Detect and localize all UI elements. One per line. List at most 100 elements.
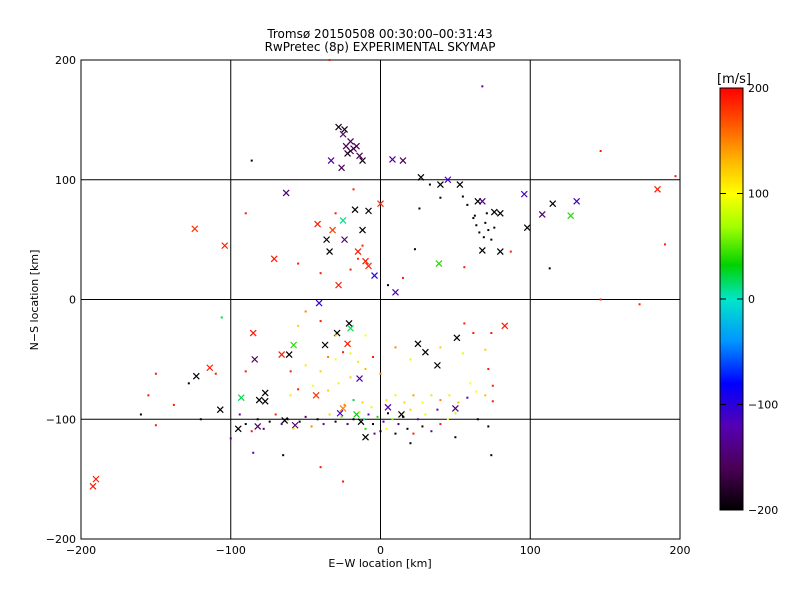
data-point-dot — [397, 423, 400, 426]
data-point-dot — [376, 415, 379, 418]
data-point-dot — [446, 418, 449, 421]
data-point-cross — [339, 405, 347, 412]
data-point-dot — [154, 424, 157, 427]
data-point-cross — [327, 157, 335, 165]
data-point-dot — [172, 403, 175, 406]
data-point-dot — [428, 183, 431, 186]
data-point-cross — [221, 242, 229, 250]
data-point-dot — [337, 382, 340, 385]
data-point-dot — [280, 423, 283, 426]
data-point-cross — [335, 123, 342, 131]
data-point-cross — [353, 142, 360, 150]
colorbar-tick-label: −200 — [748, 504, 778, 517]
data-point-dot — [424, 413, 427, 416]
data-point-dot — [491, 400, 494, 403]
data-point-dot — [379, 372, 382, 375]
data-point-dot — [229, 437, 232, 440]
data-point-dot — [421, 425, 424, 428]
data-point-dot — [244, 212, 247, 215]
data-point-dot — [448, 394, 451, 397]
data-point-cross — [549, 200, 557, 208]
x-axis-ticks: −200 −100 0 100 200 — [66, 544, 691, 557]
data-point-dot — [220, 316, 223, 319]
data-point-cross — [216, 406, 224, 414]
data-point-dot — [412, 394, 415, 397]
data-point-dot — [475, 390, 478, 393]
data-point-dot — [364, 334, 367, 337]
data-point-cross — [496, 209, 504, 217]
data-point-cross — [278, 351, 286, 359]
data-point-dot — [334, 358, 337, 361]
data-point-cross — [435, 260, 443, 267]
data-point-dot — [268, 420, 271, 423]
data-point-dot — [466, 203, 469, 206]
data-point-dot — [372, 355, 375, 358]
data-point-cross — [291, 421, 299, 429]
data-point-dot — [310, 425, 313, 428]
data-point-dot — [484, 221, 487, 224]
data-point-cross — [336, 409, 344, 417]
data-point-cross — [436, 181, 444, 188]
data-point-dot — [391, 418, 394, 421]
data-point-dot — [346, 423, 349, 426]
x-axis-label: E−W location [km] — [328, 557, 431, 570]
data-point-dot — [363, 418, 366, 421]
data-point-dot — [430, 394, 433, 397]
data-point-cross — [365, 262, 372, 270]
data-point-dot — [349, 352, 352, 355]
data-point-cross — [315, 299, 323, 307]
data-point-dot — [304, 364, 307, 367]
colorbar-tick-label: −100 — [748, 399, 778, 412]
data-point-dot — [250, 430, 253, 433]
data-point-cross — [567, 212, 575, 220]
data-point-cross — [341, 236, 348, 244]
colorbar-tick-label: 0 — [748, 293, 755, 306]
data-point-dot — [357, 257, 360, 260]
data-point-dot — [343, 403, 346, 406]
data-point-dot — [386, 412, 389, 415]
data-point-dot — [352, 399, 355, 402]
data-point-dot — [297, 324, 300, 327]
data-point-dot — [334, 420, 337, 423]
data-point-dot — [674, 175, 677, 178]
data-point-dot — [439, 399, 442, 402]
y-tick-label: 0 — [69, 294, 76, 307]
data-point-dot — [250, 159, 253, 162]
data-point-cross — [451, 405, 459, 412]
data-point-dot — [357, 360, 360, 363]
data-point-dot — [147, 394, 150, 397]
data-point-cross — [341, 126, 348, 133]
y-tick-label: 200 — [55, 54, 76, 67]
x-tick-label: 200 — [670, 544, 691, 557]
data-point-cross — [255, 396, 263, 404]
data-point-cross — [377, 200, 384, 208]
data-point-dot — [340, 415, 343, 418]
data-point-dot — [319, 370, 322, 373]
data-point-dot — [548, 267, 551, 270]
data-point-cross — [444, 176, 452, 184]
data-point-dot — [319, 272, 322, 275]
data-point-cross — [285, 351, 293, 359]
data-point-dot — [394, 346, 397, 349]
data-point-dot — [319, 466, 322, 469]
data-point-dot — [490, 238, 493, 241]
data-point-dot — [244, 370, 247, 373]
data-point-cross — [329, 226, 337, 234]
data-point-dot — [403, 401, 406, 404]
data-points — [89, 59, 677, 490]
x-tick-label: −200 — [66, 544, 96, 557]
data-point-dot — [352, 418, 355, 421]
data-point-dot — [406, 427, 409, 430]
data-point-cross — [249, 329, 257, 337]
data-point-dot — [274, 413, 277, 416]
data-point-dot — [334, 212, 337, 215]
data-point-dot — [461, 195, 464, 198]
data-point-cross — [191, 225, 199, 233]
data-point-dot — [327, 389, 330, 392]
data-point-cross — [323, 236, 331, 244]
data-point-dot — [599, 150, 602, 153]
data-point-dot — [638, 303, 641, 306]
data-point-cross — [490, 208, 498, 216]
y-axis-label: N−S location [km] — [28, 250, 41, 351]
